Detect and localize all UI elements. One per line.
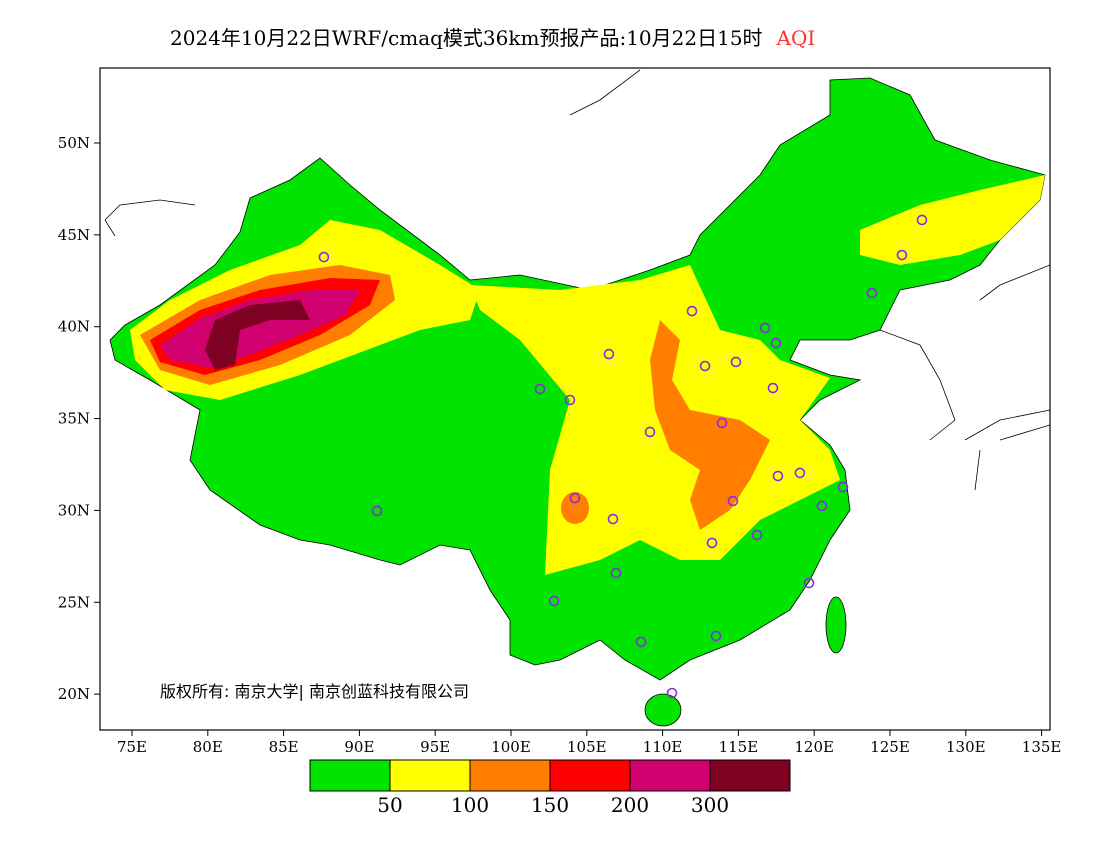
station-marker [603, 348, 615, 360]
legend-swatch [469, 759, 551, 792]
station-marker [751, 529, 763, 541]
legend-label: 150 [531, 793, 569, 817]
station-marker [686, 305, 698, 317]
region-orange-sichuan [561, 492, 589, 524]
legend-label: 100 [451, 793, 489, 817]
lon-tick-label: 75E [117, 738, 147, 756]
station-marker [803, 577, 815, 589]
lon-tick-label: 110E [643, 738, 683, 756]
region-yellow-central [470, 265, 840, 575]
station-marker [730, 356, 742, 368]
lat-tick-label: 35N [58, 410, 90, 428]
station-marker [644, 426, 656, 438]
lon-tick-label: 130E [946, 738, 986, 756]
station-marker [759, 322, 771, 334]
legend-colorbar: 50 100 150 200 300 [309, 759, 791, 817]
region-yellow-northeast [860, 175, 1045, 265]
station-marker [794, 467, 806, 479]
lat-axis: 50N 45N 40N 35N 30N 25N 20N [58, 134, 100, 703]
station-marker [371, 505, 383, 517]
station-marker [534, 383, 546, 395]
legend-swatch [309, 759, 391, 792]
legend-swatch [709, 759, 791, 792]
legend-swatch [549, 759, 631, 792]
lat-tick-label: 50N [58, 134, 90, 152]
station-marker [635, 636, 647, 648]
title-main: 2024年10月22日WRF/cmaq模式36km预报产品:10月22日15时 [170, 26, 763, 50]
station-marker [706, 537, 718, 549]
lon-tick-label: 120E [794, 738, 834, 756]
lat-tick-label: 45N [58, 226, 90, 244]
lon-tick-label: 90E [344, 738, 374, 756]
station-marker [837, 481, 849, 493]
legend-label: 200 [611, 793, 649, 817]
lat-tick-label: 25N [58, 593, 90, 611]
legend-swatch [629, 759, 711, 792]
lon-tick-label: 80E [193, 738, 223, 756]
coastline-korea-japan [879, 264, 1050, 491]
station-marker [318, 251, 330, 263]
lon-tick-label: 125E [870, 738, 910, 756]
lat-tick-label: 20N [58, 685, 90, 703]
title-variable: AQI [776, 26, 816, 50]
station-marker [699, 360, 711, 372]
station-marker [770, 337, 782, 349]
stations [318, 214, 928, 699]
legend-label: 50 [377, 793, 402, 817]
hainan [644, 693, 682, 727]
lon-tick-label: 135E [1022, 738, 1062, 756]
station-marker [610, 567, 622, 579]
station-marker [716, 417, 728, 429]
region-orange-central [650, 320, 770, 530]
station-marker [569, 492, 581, 504]
station-marker [916, 214, 928, 226]
station-marker [866, 287, 878, 299]
lon-tick-label: 105E [567, 738, 607, 756]
station-marker [564, 394, 576, 406]
lon-tick-label: 95E [420, 738, 450, 756]
lon-tick-label: 100E [491, 738, 531, 756]
station-marker [548, 595, 560, 607]
station-marker [772, 470, 784, 482]
lon-tick-label: 115E [719, 738, 759, 756]
lat-tick-label: 30N [58, 501, 90, 519]
station-marker [710, 630, 722, 642]
map-title: 2024年10月22日WRF/cmaq模式36km预报产品:10月22日15时 A… [170, 22, 815, 51]
station-marker [816, 500, 828, 512]
station-marker [607, 513, 619, 525]
lon-tick-label: 85E [269, 738, 299, 756]
copyright-text: 版权所有: 南京大学| 南京创蓝科技有限公司 [160, 682, 469, 701]
lon-axis: 75E 80E 85E 90E 95E 100E 105E 110E 115E 120E 125E 1… [117, 730, 1061, 756]
lat-tick-label: 40N [58, 318, 90, 336]
coastline-russia [104, 69, 641, 237]
map-frame [99, 67, 1051, 731]
station-marker [666, 687, 678, 699]
region-maroon-west [205, 300, 310, 370]
station-marker [727, 495, 739, 507]
station-marker [896, 249, 908, 261]
taiwan [825, 596, 847, 654]
legend-label: 300 [691, 793, 729, 817]
station-marker [767, 382, 779, 394]
legend-swatch [389, 759, 471, 792]
